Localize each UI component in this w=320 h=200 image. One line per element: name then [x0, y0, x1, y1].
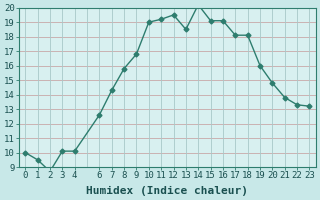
X-axis label: Humidex (Indice chaleur): Humidex (Indice chaleur)	[86, 186, 248, 196]
